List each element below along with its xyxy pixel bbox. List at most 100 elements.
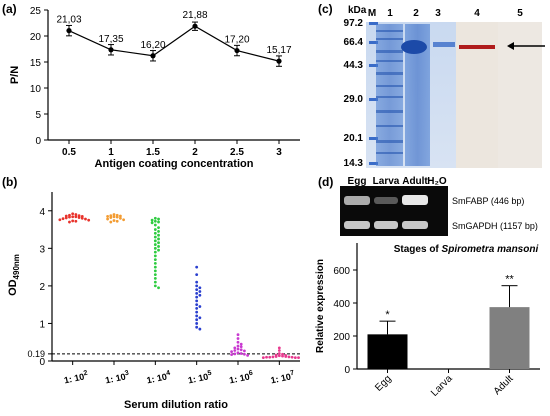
b-data-point xyxy=(239,345,243,349)
a-y-tick-label: 10 xyxy=(30,84,42,95)
c-marker-band xyxy=(369,41,378,44)
a-x-tick-label: 2 xyxy=(192,147,198,158)
b-data-point xyxy=(84,217,87,221)
a-y-tick-label: 20 xyxy=(30,32,42,43)
b-data-point xyxy=(153,276,157,280)
b-data-point xyxy=(157,248,160,252)
d-y-axis-label: Relative expression xyxy=(315,259,326,353)
b-data-point xyxy=(153,228,157,231)
b-data-point xyxy=(230,353,234,357)
b-y-tick-label: 0 xyxy=(39,357,45,368)
b-data-point xyxy=(239,342,243,346)
b-data-point xyxy=(157,286,160,290)
c-lane-label: 5 xyxy=(517,8,523,19)
b-data-point xyxy=(246,353,250,357)
b-data-point xyxy=(277,352,281,355)
a-data-label: 16,20 xyxy=(140,40,165,51)
b-cutoff-label: 0.19 xyxy=(27,349,45,359)
b-data-point xyxy=(122,218,125,222)
c-marker-label: 97.2 xyxy=(344,18,364,29)
a-data-label: 17,20 xyxy=(224,35,249,46)
b-data-point xyxy=(115,219,119,223)
b-data-point xyxy=(74,215,78,219)
b-data-point xyxy=(236,333,240,337)
b-data-point xyxy=(153,258,157,261)
a-series-line xyxy=(68,25,280,62)
a-data-label: 21,03 xyxy=(56,15,81,26)
b-data-point xyxy=(239,352,243,355)
b-data-point xyxy=(106,217,109,221)
b-data-point xyxy=(74,213,78,216)
c-unit-label: kDa xyxy=(348,5,367,16)
a-data-point xyxy=(192,23,198,29)
d-bar xyxy=(367,334,408,369)
d-gel-lane-labels: Egg Larva Adult H₂O xyxy=(348,176,447,187)
b-data-point xyxy=(80,216,84,220)
a-data-point xyxy=(234,47,240,54)
b-data-point xyxy=(243,352,246,356)
b-data-point xyxy=(198,286,202,290)
a-y-tick-label: 25 xyxy=(30,6,42,17)
d-y-tick-label: 400 xyxy=(333,299,350,310)
b-y-ticks: 0 1 2 3 4 0.19 xyxy=(27,207,52,368)
d-band-adult-gapdh xyxy=(402,221,428,229)
b-data-point xyxy=(153,280,157,284)
a-plot-area: 21,03 17,35 16,20 21,88 17,20 15,17 xyxy=(56,10,292,67)
b-data-point xyxy=(290,355,294,359)
b-x-tick-label: 1: 104 xyxy=(146,370,172,386)
a-y-ticks: 0 5 10 15 20 25 xyxy=(30,6,48,147)
c-marker-band xyxy=(369,64,378,67)
b-data-point xyxy=(153,231,157,235)
b-data-point xyxy=(230,350,234,354)
a-y-tick-label: 15 xyxy=(30,58,42,69)
d-significance: * xyxy=(385,309,390,321)
b-data-point xyxy=(239,348,243,352)
d-band-larva-gapdh xyxy=(374,221,398,229)
b-data-point xyxy=(293,356,297,360)
d-band-egg-gapdh xyxy=(344,221,370,229)
b-data-point xyxy=(195,318,199,322)
d-gel-bands xyxy=(344,195,428,229)
b-data-point xyxy=(195,273,199,277)
b-data-point xyxy=(297,356,300,360)
a-x-tick-label: 2.5 xyxy=(230,147,244,158)
b-data-point xyxy=(153,235,157,239)
d-gel-lane-label: Egg xyxy=(348,176,367,187)
c-marker-band xyxy=(369,162,378,165)
b-data-point xyxy=(150,218,154,222)
d-band-larva-fabp xyxy=(374,197,398,204)
b-data-point xyxy=(153,219,157,223)
b-data-point xyxy=(195,303,199,307)
d-y-ticks: 0 200 400 600 xyxy=(333,266,357,376)
d-band-adult-fabp xyxy=(402,195,428,205)
d-y-tick-label: 0 xyxy=(344,365,350,376)
c-lane-label: 2 xyxy=(413,8,419,19)
b-data-point xyxy=(106,215,109,218)
c-lane-label: 4 xyxy=(474,8,480,19)
b-data-point xyxy=(150,221,154,225)
b-data-point xyxy=(271,355,275,359)
b-data-point xyxy=(109,220,113,224)
b-data-point xyxy=(261,356,265,360)
b-data-point xyxy=(195,322,199,325)
c-western-blot-control xyxy=(498,22,542,168)
d-plot-area: * Egg Larva ** Adult xyxy=(367,274,530,399)
b-data-point xyxy=(71,212,75,216)
b-data-point xyxy=(195,307,199,310)
b-data-point xyxy=(112,215,116,219)
c-lane3-band xyxy=(433,42,455,47)
b-data-point xyxy=(119,216,122,220)
b-x-tick-label: 1: 106 xyxy=(228,370,254,386)
b-data-point xyxy=(119,214,122,218)
b-data-point xyxy=(233,349,237,352)
b-data-point xyxy=(198,305,202,308)
b-y-axis-label: OD490nm xyxy=(7,254,21,296)
b-data-point xyxy=(236,344,240,348)
b-data-point xyxy=(153,254,157,258)
c-marker-label: 20.1 xyxy=(344,133,364,144)
d-bar xyxy=(489,307,530,369)
b-data-point xyxy=(112,213,116,216)
c-gel-bands xyxy=(369,22,455,166)
